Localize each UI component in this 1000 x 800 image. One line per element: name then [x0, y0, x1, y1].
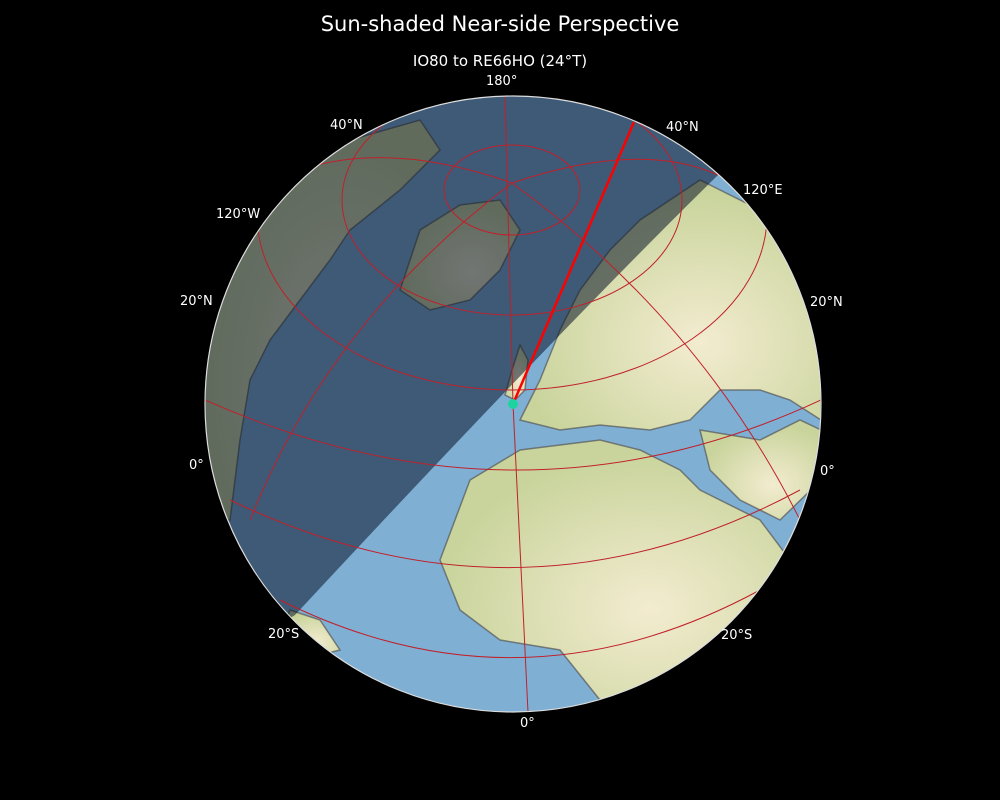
- great-circle-path: [511, 121, 636, 405]
- label-eq-left: 0°: [189, 458, 204, 473]
- figure-title: Sun-shaded Near-side Perspective: [320, 12, 680, 36]
- label-0-bottom: 0°: [520, 716, 535, 731]
- map-subtitle: IO80 to RE66HO (24°T): [412, 52, 588, 70]
- label-120w: 120°W: [216, 207, 261, 222]
- globe-outline: [204, 95, 822, 713]
- label-40n-right: 40°N: [666, 120, 699, 135]
- label-20n-left: 20°N: [180, 294, 213, 309]
- label-eq-right: 0°: [820, 464, 835, 479]
- label-180: 180°: [486, 74, 518, 89]
- label-20n-right: 20°N: [810, 295, 843, 310]
- label-120e: 120°E: [743, 183, 783, 198]
- label-20s-right: 20°S: [721, 628, 753, 643]
- origin-marker: [508, 399, 518, 409]
- label-20s-left: 20°S: [268, 627, 300, 642]
- night-shade: [205, 96, 718, 712]
- label-40n-left: 40°N: [330, 118, 363, 133]
